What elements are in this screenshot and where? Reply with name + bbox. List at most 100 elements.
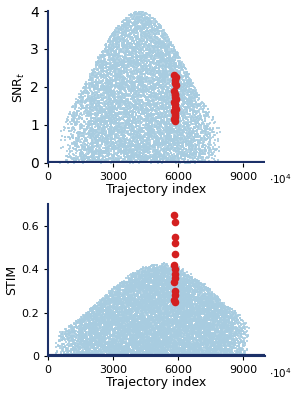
Point xyxy=(187,278,192,284)
Point xyxy=(82,316,87,322)
Point xyxy=(205,295,210,301)
Point xyxy=(146,343,151,349)
Point xyxy=(149,49,154,55)
Point xyxy=(141,79,145,85)
Point xyxy=(176,128,181,135)
Point xyxy=(202,353,207,359)
Point xyxy=(161,27,166,34)
Point xyxy=(166,42,171,49)
Point xyxy=(195,337,200,343)
Point xyxy=(130,320,135,326)
Point xyxy=(207,306,212,312)
Point xyxy=(100,116,105,122)
Point xyxy=(142,318,147,324)
Point xyxy=(156,125,160,131)
Point xyxy=(205,320,209,326)
Point xyxy=(159,295,163,301)
Point xyxy=(168,322,173,329)
Point xyxy=(95,142,100,148)
Point xyxy=(149,14,154,21)
Point xyxy=(184,313,189,319)
Point xyxy=(147,287,151,293)
Point xyxy=(132,103,137,109)
Point xyxy=(120,115,125,122)
Point xyxy=(94,137,99,143)
Point xyxy=(204,298,209,304)
Point xyxy=(111,42,116,48)
Point xyxy=(144,15,149,21)
Point xyxy=(193,349,198,356)
Point xyxy=(87,311,92,318)
Point xyxy=(146,139,150,145)
Point xyxy=(134,25,139,32)
Point xyxy=(146,47,151,54)
Point xyxy=(177,353,182,359)
Point xyxy=(162,281,167,287)
Point xyxy=(105,51,110,57)
Point xyxy=(91,338,96,344)
Point xyxy=(198,329,202,335)
Point xyxy=(207,310,212,317)
Point xyxy=(167,53,172,59)
Point xyxy=(138,87,142,93)
Point xyxy=(149,40,154,46)
Point xyxy=(189,147,194,153)
Point xyxy=(197,281,201,288)
Point xyxy=(215,326,220,333)
Point xyxy=(123,329,128,336)
Point xyxy=(82,147,87,153)
Point xyxy=(120,328,125,334)
Point xyxy=(155,100,160,106)
Point xyxy=(128,274,133,280)
Point xyxy=(150,346,155,352)
Point xyxy=(104,323,109,329)
Point xyxy=(60,337,65,343)
Point xyxy=(189,288,194,295)
Point xyxy=(185,70,190,77)
Point xyxy=(133,352,138,359)
Point xyxy=(212,304,217,310)
Point xyxy=(181,290,186,296)
Point xyxy=(99,107,104,113)
Point xyxy=(114,320,119,327)
Point xyxy=(167,46,171,53)
Point xyxy=(119,353,124,359)
Point xyxy=(125,127,130,134)
Point xyxy=(143,348,148,354)
Point xyxy=(137,305,142,311)
Point xyxy=(107,118,111,124)
Point xyxy=(153,117,157,123)
Point xyxy=(195,94,200,100)
Point xyxy=(75,335,80,341)
Point xyxy=(159,130,164,136)
Point xyxy=(202,350,207,357)
Point xyxy=(173,291,178,297)
Point xyxy=(149,327,153,334)
Point xyxy=(144,319,149,325)
Point xyxy=(84,324,89,330)
Point xyxy=(162,287,167,293)
Point xyxy=(112,36,117,42)
Point xyxy=(95,307,100,313)
Point xyxy=(198,335,203,342)
Point xyxy=(105,305,110,312)
Point xyxy=(131,84,136,90)
Point xyxy=(115,158,119,164)
Point xyxy=(68,348,73,355)
Point xyxy=(179,308,184,314)
Point xyxy=(105,137,110,143)
Point xyxy=(160,334,164,340)
Point xyxy=(123,316,128,322)
Point xyxy=(146,43,151,49)
Point xyxy=(120,141,125,147)
Point xyxy=(120,120,125,127)
Point xyxy=(113,130,118,137)
Point xyxy=(136,333,141,339)
Point xyxy=(91,118,96,125)
Point xyxy=(233,318,238,324)
Point xyxy=(211,325,215,331)
Point xyxy=(237,340,241,347)
Point xyxy=(163,56,167,63)
Point xyxy=(114,122,119,128)
Point xyxy=(73,100,78,107)
